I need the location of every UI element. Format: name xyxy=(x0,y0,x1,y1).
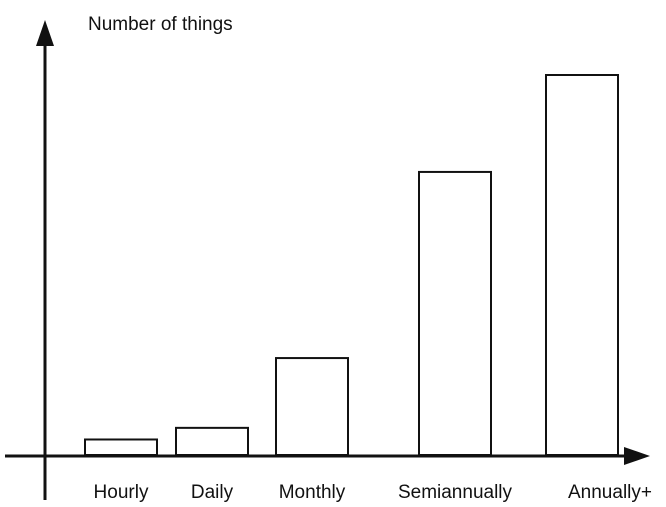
x-tick-label: Monthly xyxy=(279,482,346,503)
x-tick-label: Daily xyxy=(191,482,234,503)
bar-daily xyxy=(175,426,249,457)
bar-hourly xyxy=(84,438,158,457)
y-axis-arrow-icon xyxy=(36,20,54,46)
x-tick-labels-group: Hourly Daily Monthly Semiannually Annually+ xyxy=(94,482,652,503)
bar-annually xyxy=(545,74,619,456)
x-tick-label: Hourly xyxy=(94,482,149,503)
x-tick-label: Semiannually xyxy=(398,482,513,503)
bar-monthly xyxy=(275,357,349,456)
x-axis-arrow-icon xyxy=(624,447,650,465)
y-axis-label: Number of things xyxy=(88,14,233,35)
x-tick-label: Annually+ xyxy=(568,482,652,503)
bars-group xyxy=(84,74,619,457)
bar-semiannually xyxy=(418,170,492,456)
